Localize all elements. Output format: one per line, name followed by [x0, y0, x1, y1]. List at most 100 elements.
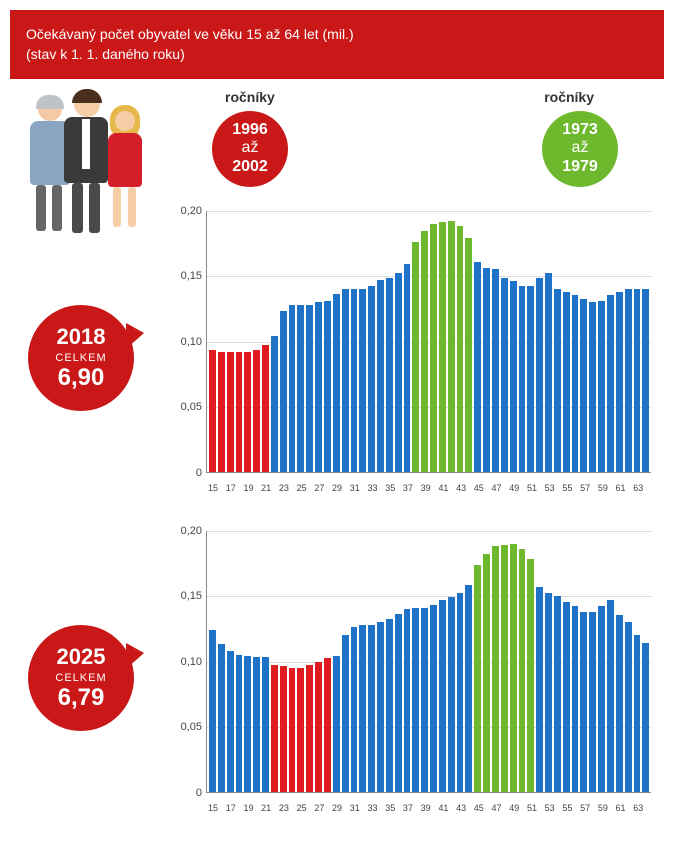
bar-age-63 — [634, 289, 641, 472]
xtick — [450, 803, 454, 813]
bar-age-16 — [218, 644, 225, 791]
xtick: 29 — [332, 803, 342, 813]
bar-age-55 — [563, 602, 570, 791]
bar-age-51 — [527, 559, 534, 791]
xtick — [415, 803, 419, 813]
xtick — [379, 803, 383, 813]
xtick: 51 — [527, 483, 537, 493]
bar-age-37 — [404, 264, 411, 471]
bar-age-42 — [448, 221, 455, 472]
bar-age-57 — [580, 299, 587, 471]
xtick: 37 — [403, 483, 413, 493]
bar-age-41 — [439, 600, 446, 792]
bar-age-47 — [492, 546, 499, 791]
xtick: 17 — [226, 483, 236, 493]
xtick — [415, 483, 419, 493]
xtick — [309, 803, 313, 813]
xtick: 43 — [456, 483, 466, 493]
ytick: 0,05 — [168, 401, 202, 413]
bar-age-16 — [218, 352, 225, 472]
bar-age-33 — [368, 286, 375, 471]
bar-age-27 — [315, 662, 322, 791]
bar-age-38 — [412, 242, 419, 472]
xtick: 39 — [421, 483, 431, 493]
bar-age-43 — [457, 226, 464, 471]
bar-age-47 — [492, 269, 499, 471]
bar-age-36 — [395, 273, 402, 471]
xtick — [539, 483, 543, 493]
bar-age-61 — [616, 292, 623, 472]
bar-age-34 — [377, 280, 384, 472]
ytick: 0 — [168, 787, 202, 799]
xtick: 33 — [367, 803, 377, 813]
xtick: 45 — [474, 483, 484, 493]
xtick: 39 — [421, 803, 431, 813]
header-line1: Očekávaný počet obyvatel ve věku 15 až 6… — [26, 24, 648, 44]
xtick: 59 — [598, 803, 608, 813]
xtick — [557, 483, 561, 493]
xtick: 31 — [350, 483, 360, 493]
bar-age-64 — [642, 643, 649, 792]
xtick: 49 — [509, 483, 519, 493]
bar-age-40 — [430, 605, 437, 792]
xtick — [433, 803, 437, 813]
bar-age-36 — [395, 614, 402, 791]
bar-age-55 — [563, 292, 570, 472]
bar-age-35 — [386, 619, 393, 791]
xtick — [362, 483, 366, 493]
bar-age-19 — [244, 656, 251, 792]
bar-age-40 — [430, 224, 437, 472]
xtick — [255, 483, 259, 493]
xtick: 27 — [314, 803, 324, 813]
xtick — [486, 803, 490, 813]
bar-age-20 — [253, 657, 260, 791]
bar-age-51 — [527, 286, 534, 471]
bar-age-54 — [554, 289, 561, 472]
bar-age-41 — [439, 222, 446, 471]
ytick: 0,10 — [168, 656, 202, 668]
bar-age-58 — [589, 302, 596, 472]
xticks: 1517192123252729313335373941434547495153… — [206, 803, 651, 813]
bar-age-31 — [351, 627, 358, 791]
bar-age-17 — [227, 352, 234, 472]
xtick — [238, 803, 242, 813]
header-banner: Očekávaný počet obyvatel ve věku 15 až 6… — [10, 10, 664, 79]
xtick — [220, 483, 224, 493]
bar-age-29 — [333, 656, 340, 792]
xtick — [291, 483, 295, 493]
xtick: 23 — [279, 483, 289, 493]
bar-age-43 — [457, 593, 464, 791]
xtick: 45 — [474, 803, 484, 813]
bar-age-48 — [501, 278, 508, 471]
bar-age-46 — [483, 268, 490, 472]
xtick — [592, 483, 596, 493]
xtick — [628, 803, 632, 813]
xtick — [397, 803, 401, 813]
xtick: 23 — [279, 803, 289, 813]
year-bubble-2025: 2025CELKEM6,79 — [28, 625, 134, 731]
bar-age-63 — [634, 635, 641, 792]
xtick: 17 — [226, 803, 236, 813]
xtick — [468, 803, 472, 813]
cohort-label-right: ročníky — [544, 89, 594, 105]
xtick: 47 — [492, 483, 502, 493]
year-bubble-2018: 2018CELKEM6,90 — [28, 305, 134, 411]
xtick: 33 — [367, 483, 377, 493]
bar-age-21 — [262, 657, 269, 791]
xtick — [344, 803, 348, 813]
bar-age-25 — [297, 305, 304, 472]
bar-age-44 — [465, 585, 472, 791]
xtick — [521, 803, 525, 813]
bar-age-32 — [359, 289, 366, 472]
bars — [207, 531, 651, 792]
bar-age-24 — [289, 668, 296, 792]
xtick — [433, 483, 437, 493]
xtick: 29 — [332, 483, 342, 493]
bars — [207, 211, 651, 472]
xtick: 15 — [208, 803, 218, 813]
bar-age-26 — [306, 305, 313, 472]
xtick: 51 — [527, 803, 537, 813]
bar-age-33 — [368, 625, 375, 792]
cohort-badge-red: 1996 až 2002 — [212, 111, 288, 187]
bar-age-56 — [572, 295, 579, 471]
